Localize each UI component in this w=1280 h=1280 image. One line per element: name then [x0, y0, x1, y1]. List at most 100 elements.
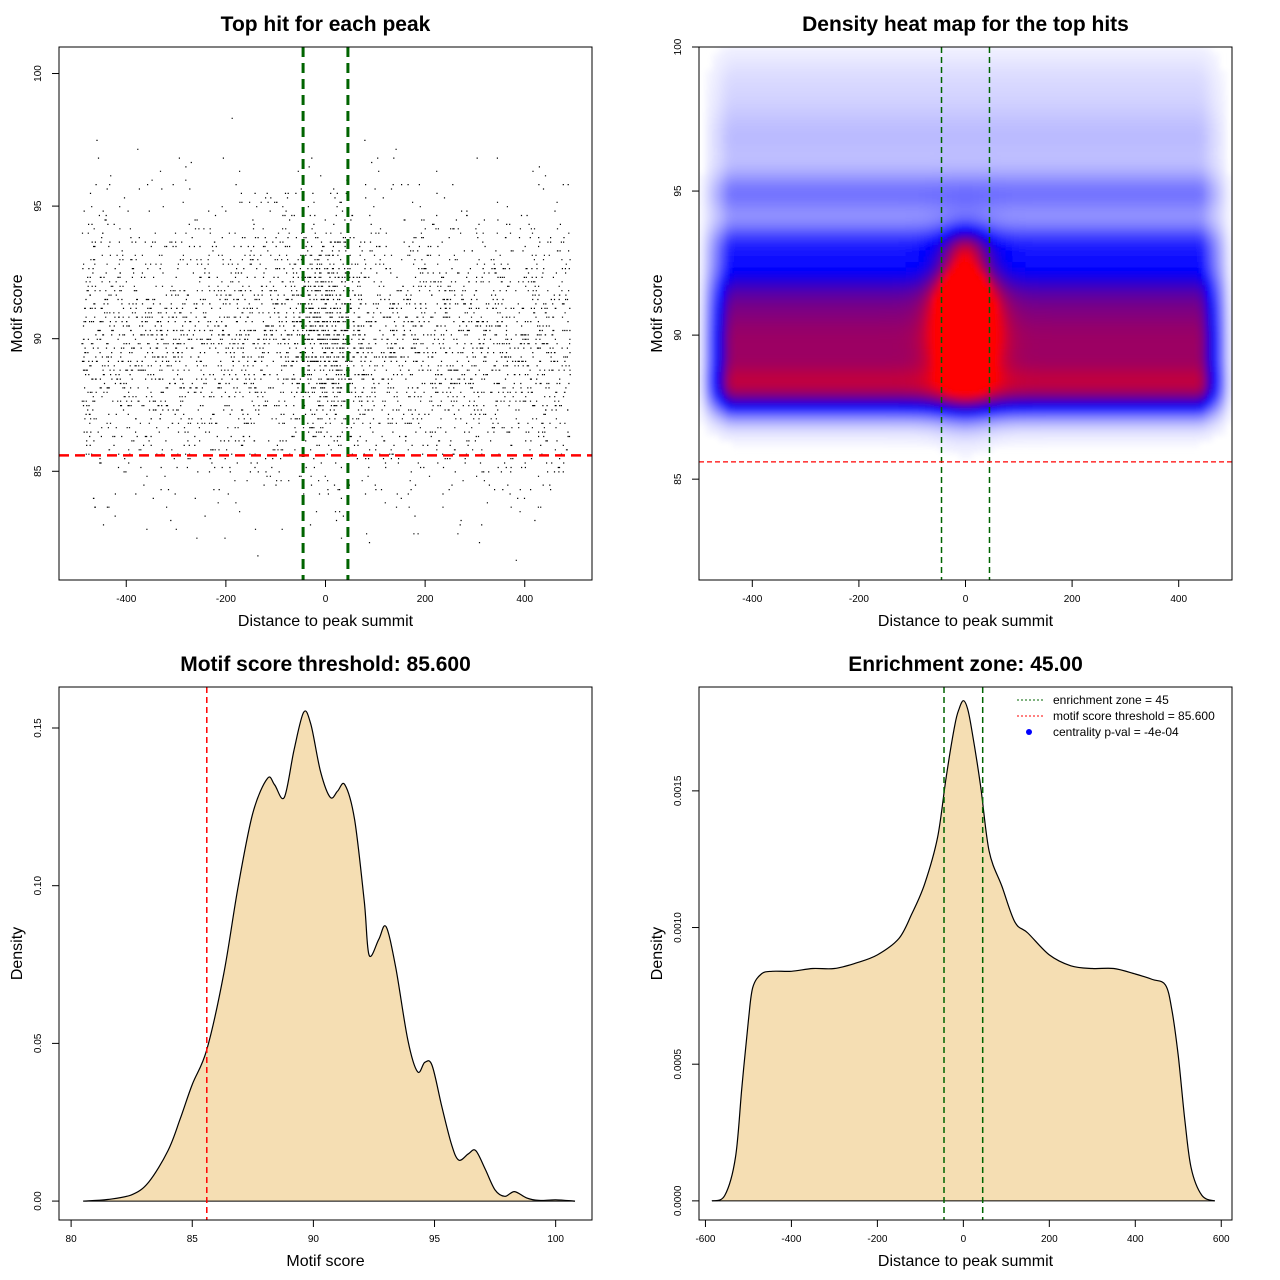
heatmap-cell [938, 394, 947, 402]
heatmap-cell [958, 388, 967, 396]
heatmap-cell [745, 110, 753, 118]
heatmap-cell [772, 93, 780, 100]
heatmap-cell [1018, 174, 1027, 181]
heatmap-cell [1118, 261, 1126, 268]
heatmap-cell [865, 70, 873, 77]
heatmap-cell [845, 301, 853, 309]
heatmap-cell [858, 307, 867, 315]
heatmap-cell [872, 151, 880, 158]
heatmap-cell [705, 377, 713, 384]
heatmap-cell [1145, 435, 1153, 442]
heatmap-cell [1125, 348, 1133, 355]
heatmap-cell [978, 249, 987, 257]
heatmap-cell [1065, 70, 1073, 77]
heatmap-cell [732, 290, 740, 297]
heatmap-cell [845, 319, 853, 326]
heatmap-cell [1065, 278, 1073, 286]
heatmap-cell [1152, 191, 1160, 199]
heatmap-cell [845, 371, 853, 378]
heatmap-cell [805, 139, 813, 147]
heatmap-cell [1138, 220, 1146, 228]
heatmap-cell [1165, 261, 1173, 268]
heatmap-cell [892, 342, 900, 349]
heatmap-cell [752, 435, 760, 442]
heatmap-cell [758, 423, 767, 430]
heatmap-cell [885, 336, 893, 344]
heatmap-cell [792, 336, 800, 344]
heatmap-cell [732, 261, 740, 268]
heatmap-cell [965, 354, 973, 361]
heatmap-cell [1092, 133, 1100, 141]
heatmap-cell [852, 174, 860, 181]
heatmap-cell [812, 284, 820, 291]
heatmap-cell [818, 423, 827, 430]
heatmap-cell [885, 116, 893, 123]
heatmap-cell [1045, 162, 1053, 170]
heatmap-cell [838, 226, 847, 233]
heatmap-cell [825, 440, 833, 448]
heatmap-cell [1025, 197, 1033, 205]
heatmap-cell [972, 243, 980, 251]
heatmap-cell [1005, 423, 1013, 430]
heatmap-cell [1152, 388, 1160, 396]
heatmap-cell [805, 174, 813, 181]
heatmap-cell [732, 383, 740, 390]
heatmap-cell [1145, 47, 1153, 54]
heatmap-cell [1158, 284, 1166, 291]
heatmap-cell [812, 220, 820, 228]
heatmap-cell [712, 336, 720, 344]
heatmap-cell [965, 145, 973, 152]
heatmap-cell [1038, 209, 1047, 216]
heatmap-cell [1025, 440, 1033, 448]
heatmap-cell [712, 226, 720, 233]
heatmap-cell [845, 110, 853, 118]
heatmap-cell [812, 429, 820, 436]
heatmap-cell [865, 319, 873, 326]
heatmap-cell [912, 354, 920, 361]
heatmap-cell [992, 330, 1000, 338]
heatmap-cell [1005, 122, 1013, 129]
heatmap-cell [1145, 290, 1153, 297]
heatmap-cell [885, 394, 893, 402]
heatmap-cell [712, 180, 720, 187]
heatmap-cell [1078, 325, 1087, 332]
heatmap-cell [932, 99, 940, 106]
heatmap-cell [932, 267, 940, 274]
heatmap-cell [945, 301, 953, 309]
heatmap-cell [1125, 296, 1133, 303]
heatmap-cell [705, 180, 713, 187]
heatmap-cell [785, 365, 793, 373]
heatmap-cell [818, 417, 827, 425]
heatmap-cell [952, 272, 960, 280]
heatmap-cell [725, 174, 733, 181]
heatmap-cell [858, 255, 867, 262]
heatmap-cell [1112, 99, 1120, 106]
heatmap-cell [798, 99, 807, 106]
heatmap-cell [1072, 133, 1080, 141]
heatmap-cell [732, 371, 740, 378]
heatmap-cell [712, 255, 720, 262]
heatmap-cell [1112, 301, 1120, 309]
heatmap-cell [925, 336, 933, 344]
heatmap-cell [938, 128, 947, 135]
heatmap-cell [918, 186, 927, 193]
heatmap-cell [785, 203, 793, 210]
heatmap-cell [1012, 75, 1020, 83]
heatmap-cell [699, 365, 707, 373]
heatmap-cell [738, 284, 747, 291]
heatmap-cell [798, 174, 807, 181]
heatmap-cell [885, 151, 893, 158]
heatmap-cell [1058, 348, 1067, 355]
heatmap-cell [998, 52, 1007, 60]
heatmap-cell [798, 261, 807, 268]
heatmap-cell [892, 417, 900, 425]
heatmap-cell [1138, 371, 1146, 378]
heatmap-cell [765, 238, 773, 245]
heatmap-cell [832, 87, 840, 94]
heatmap-cell [1092, 128, 1100, 135]
heatmap-cell [905, 81, 913, 89]
heatmap-cell [972, 58, 980, 65]
heatmap-cell [1112, 110, 1120, 118]
heatmap-cell [945, 313, 953, 320]
heatmap-cell [812, 330, 820, 338]
